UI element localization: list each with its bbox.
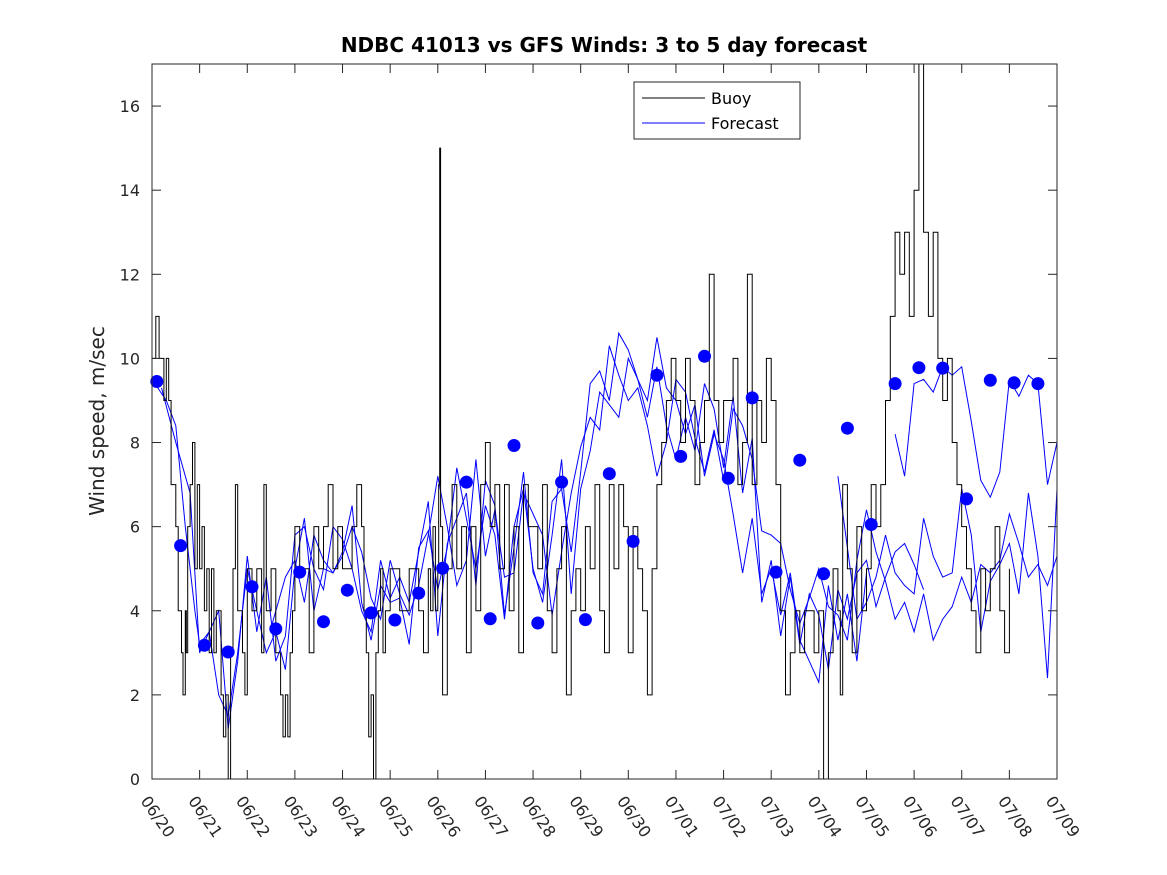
- x-tick-label: 06/30: [613, 792, 655, 841]
- forecast-marker: [388, 613, 402, 627]
- forecast-marker: [197, 638, 211, 652]
- y-tick-label: 14: [120, 181, 140, 200]
- x-tick-label: 06/26: [423, 792, 465, 841]
- forecast-marker: [245, 580, 259, 594]
- forecast-marker: [293, 565, 307, 579]
- plot-frame: [151, 63, 1058, 780]
- forecast-series-line: [894, 365, 1057, 499]
- forecast-series-line: [837, 476, 1057, 679]
- forecast-marker: [269, 622, 283, 636]
- legend: Buoy Forecast: [633, 81, 801, 140]
- y-axis-label: Wind speed, m/sec: [85, 326, 109, 516]
- x-tick-label: 06/28: [518, 792, 560, 841]
- y-axis: 0 2 4 6 8 10 12 14 16: [120, 97, 1057, 789]
- forecast-marker: [674, 449, 688, 463]
- forecast-marker: [459, 475, 473, 489]
- forecast-marker: [864, 518, 878, 531]
- y-tick-label: 10: [120, 349, 140, 368]
- forecast-marker: [626, 534, 640, 548]
- forecast-marker: [983, 373, 997, 387]
- forecast-marker: [340, 583, 354, 597]
- plot-area: [150, 64, 1057, 779]
- x-tick-label: 06/24: [327, 792, 369, 841]
- forecast-marker: [745, 391, 759, 405]
- forecast-marker: [531, 616, 545, 630]
- x-tick-label: 07/05: [851, 792, 893, 841]
- y-tick-label: 16: [120, 97, 140, 116]
- buoy-series-line: [152, 64, 1010, 779]
- x-tick-label: 06/27: [470, 792, 512, 841]
- x-tick-label: 07/04: [804, 792, 846, 841]
- forecast-marker: [698, 349, 711, 363]
- forecast-marker: [364, 606, 378, 620]
- y-tick-label: 6: [130, 518, 140, 537]
- x-tick-label: 07/08: [994, 792, 1036, 841]
- forecast-series-line: [270, 345, 1057, 642]
- x-tick-label: 07/03: [756, 792, 798, 841]
- forecast-markers-group: [150, 349, 1045, 659]
- x-tick-label: 06/22: [232, 792, 274, 841]
- y-tick-label: 8: [130, 434, 140, 453]
- y-tick-label: 2: [130, 686, 140, 705]
- x-tick-label: 07/06: [899, 792, 941, 841]
- forecast-marker: [817, 567, 831, 581]
- legend-forecast-label: Forecast: [711, 114, 779, 133]
- forecast-marker: [1031, 377, 1045, 391]
- forecast-marker: [793, 453, 807, 467]
- forecast-marker: [578, 613, 592, 627]
- x-tick-label: 06/20: [137, 792, 179, 841]
- forecast-marker: [412, 586, 426, 600]
- y-tick-label: 0: [130, 770, 140, 789]
- chart-title: NDBC 41013 vs GFS Winds: 3 to 5 day fore…: [341, 33, 868, 57]
- x-tick-label: 07/07: [946, 792, 988, 841]
- forecast-marker: [602, 467, 616, 481]
- forecast-marker: [912, 361, 926, 375]
- x-tick-label: 06/29: [565, 792, 607, 841]
- forecast-marker: [769, 565, 783, 579]
- x-tick-label: 06/21: [184, 792, 226, 841]
- forecast-series-group: [152, 331, 1057, 729]
- forecast-marker: [436, 561, 450, 575]
- x-tick-label: 07/01: [661, 792, 703, 841]
- forecast-marker: [721, 471, 735, 485]
- y-tick-label: 12: [120, 265, 140, 284]
- forecast-marker: [936, 361, 950, 375]
- forecast-marker: [1007, 376, 1021, 390]
- legend-box: [633, 81, 801, 140]
- forecast-marker: [317, 615, 330, 629]
- x-tick-label: 07/09: [1042, 792, 1084, 841]
- legend-buoy-label: Buoy: [711, 89, 751, 108]
- forecast-marker: [221, 645, 235, 659]
- forecast-marker: [840, 421, 854, 435]
- x-axis: 06/20 06/21 06/22 06/23 06/24 06/25 06/26 06/27…: [137, 64, 1084, 841]
- x-tick-label: 07/02: [708, 792, 750, 841]
- forecast-marker: [507, 439, 521, 452]
- forecast-marker: [174, 539, 188, 553]
- buoy-series-group: [152, 64, 1010, 779]
- forecast-marker: [555, 475, 569, 489]
- x-tick-label: 06/23: [280, 792, 322, 841]
- y-tick-label: 4: [130, 602, 140, 621]
- x-tick-label: 06/25: [375, 792, 417, 841]
- forecast-marker: [888, 377, 902, 391]
- forecast-marker: [960, 492, 973, 506]
- forecast-marker: [650, 368, 664, 382]
- forecast-marker: [483, 612, 497, 626]
- forecast-marker: [150, 375, 164, 388]
